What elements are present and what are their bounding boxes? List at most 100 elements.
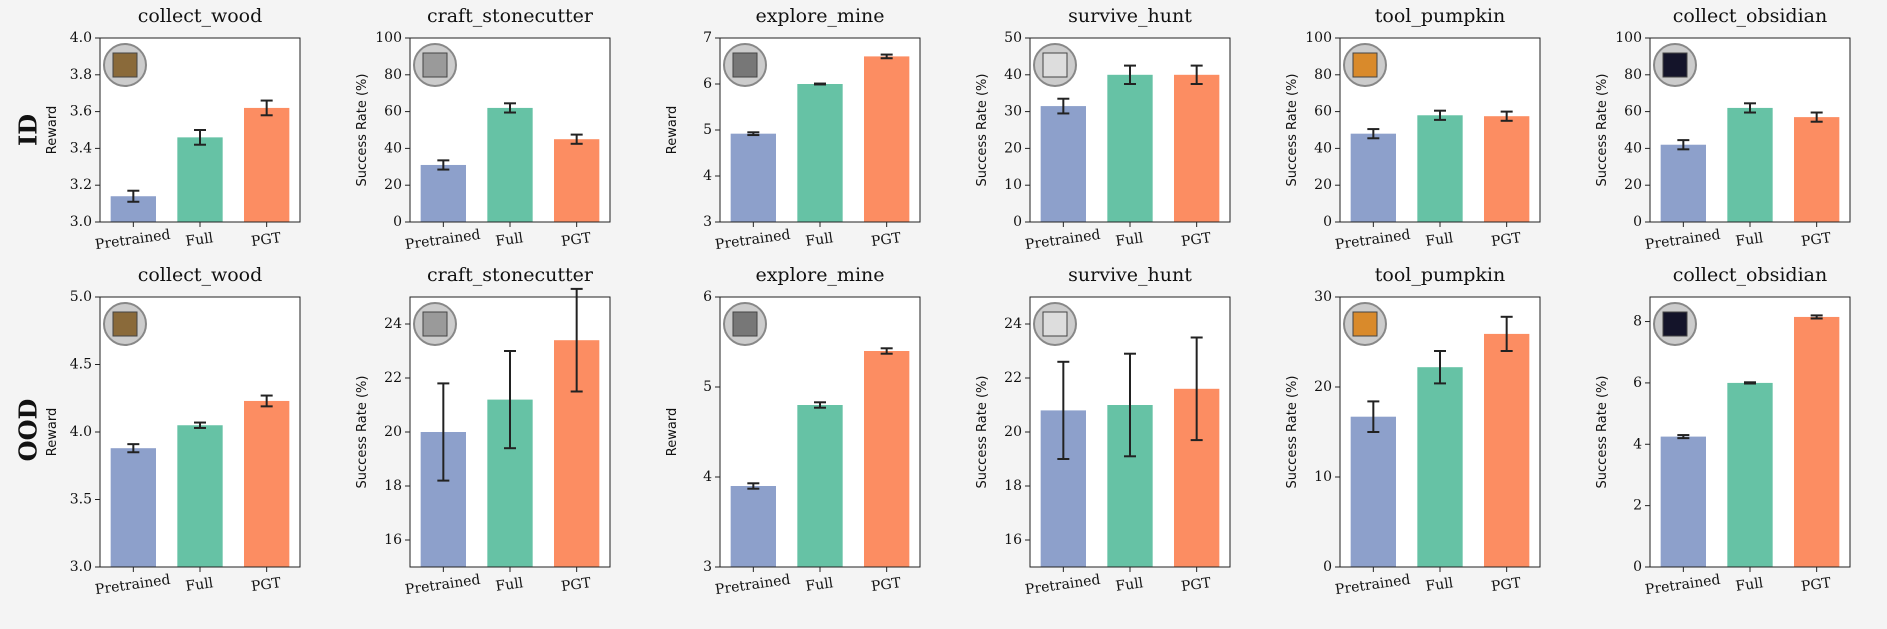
row-label: ID [14,114,43,146]
y-tick-label: 18 [384,478,402,494]
y-tick-label: 2 [1633,498,1642,514]
bar [1661,437,1706,567]
bar [1794,117,1839,222]
chart-title: explore_mine [755,264,884,286]
y-tick-label: 20 [384,424,402,440]
bar [1484,116,1529,222]
x-tick-label: Pretrained [1024,572,1101,598]
y-axis-label: Reward [45,106,60,154]
task-icon-block [1353,312,1377,336]
chart-title: collect_obsidian [1673,5,1828,27]
bar [554,139,599,222]
y-tick-label: 40 [1314,140,1332,156]
x-tick-label: PGT [870,575,903,595]
bar [177,425,222,567]
y-axis-label: Success Rate (%) [355,74,370,187]
y-tick-label: 20 [1004,424,1022,440]
chart-title: collect_wood [138,5,263,27]
y-tick-label: 40 [1004,67,1022,83]
y-tick-label: 4.0 [70,30,92,46]
y-tick-label: 0 [1323,559,1332,575]
y-tick-label: 5 [703,379,712,395]
y-tick-label: 8 [1633,314,1642,330]
task-icon-block [423,53,447,77]
y-tick-label: 100 [1615,30,1642,46]
y-tick-label: 18 [1004,478,1022,494]
y-axis-label: Success Rate (%) [1595,74,1610,187]
bar [1661,145,1706,222]
y-tick-label: 20 [1624,177,1642,193]
y-tick-label: 40 [1624,140,1642,156]
x-tick-label: PGT [1180,575,1213,595]
task-icon-block [113,53,137,77]
x-tick-label: PGT [1180,230,1213,250]
x-tick-label: Full [805,230,835,250]
y-tick-label: 80 [1624,67,1642,83]
bar [487,108,532,222]
y-tick-label: 24 [384,316,402,332]
chart-title: collect_obsidian [1673,264,1828,286]
x-tick-label: Pretrained [94,227,171,253]
y-axis-label: Success Rate (%) [355,376,370,489]
bar [421,165,466,222]
x-tick-label: Pretrained [1334,227,1411,253]
x-tick-label: Pretrained [714,227,791,253]
y-tick-label: 22 [1004,370,1022,386]
y-tick-label: 7 [703,30,712,46]
bar [244,401,289,567]
y-tick-label: 3.2 [70,177,92,193]
y-tick-label: 20 [384,177,402,193]
y-tick-label: 3.6 [70,104,92,120]
chart-title: craft_stonecutter [427,264,594,286]
bar [731,134,776,222]
y-tick-label: 3 [703,559,712,575]
x-tick-label: PGT [250,575,283,595]
y-tick-label: 0 [393,214,402,230]
x-tick-label: PGT [560,230,593,250]
bar [1351,134,1396,222]
task-icon-block [1663,312,1687,336]
y-tick-label: 20 [1314,177,1332,193]
y-tick-label: 10 [1314,469,1332,485]
y-tick-label: 3.8 [70,67,92,83]
y-tick-label: 80 [384,67,402,83]
x-tick-label: PGT [1490,230,1523,250]
y-axis-label: Reward [665,408,680,456]
y-tick-label: 4.5 [70,357,92,373]
error-bar [1744,382,1756,383]
y-tick-label: 0 [1633,214,1642,230]
y-tick-label: 6 [703,76,712,92]
bar [797,84,842,222]
bar [1417,367,1462,567]
bar [1417,115,1462,222]
y-tick-label: 3.0 [70,559,92,575]
chart-title: explore_mine [755,5,884,27]
bar [111,448,156,567]
bar [731,486,776,567]
y-tick-label: 30 [1004,104,1022,120]
x-tick-label: PGT [560,575,593,595]
x-tick-label: Full [1115,230,1145,250]
y-tick-label: 20 [1314,379,1332,395]
y-axis-label: Success Rate (%) [1285,376,1300,489]
row-label: OOD [14,399,43,462]
y-tick-label: 6 [1633,375,1642,391]
bar [1727,383,1772,567]
bar [244,108,289,222]
chart-title: survive_hunt [1068,264,1192,286]
figure: ID OOD collect_woodReward3.03.23.43.63.8… [0,0,1887,629]
y-tick-label: 24 [1004,316,1022,332]
x-tick-label: PGT [870,230,903,250]
x-tick-label: PGT [250,230,283,250]
chart-title: tool_pumpkin [1375,264,1506,286]
x-tick-label: Full [1735,230,1765,250]
y-tick-label: 0 [1323,214,1332,230]
task-icon-block [1353,53,1377,77]
y-tick-label: 16 [384,532,402,548]
bar [177,137,222,222]
y-axis-label: Reward [665,106,680,154]
y-tick-label: 50 [1004,30,1022,46]
y-tick-label: 4 [703,469,712,485]
x-tick-label: Pretrained [404,227,481,253]
y-tick-label: 4.0 [70,424,92,440]
